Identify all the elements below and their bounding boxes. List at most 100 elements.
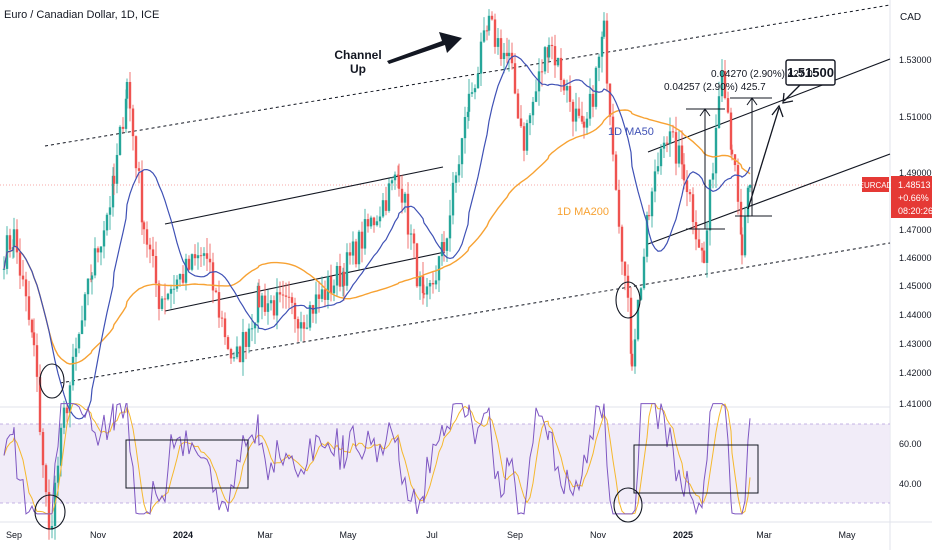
candle-body [743, 216, 747, 256]
candle-body [522, 126, 526, 151]
candle-body [608, 83, 612, 117]
candle-body [148, 244, 152, 250]
candle-body [163, 298, 167, 300]
candle-body [650, 191, 654, 217]
candle-body [80, 320, 84, 335]
candle-body [314, 294, 318, 314]
candle-body [250, 328, 254, 330]
candle-body [27, 296, 31, 320]
low-circle-1[interactable] [39, 363, 65, 399]
candle-body [190, 254, 194, 270]
rsi-circle-1[interactable] [34, 494, 66, 530]
candle-body [293, 302, 297, 320]
candle-body [71, 356, 75, 386]
candle-body [299, 322, 303, 329]
target-pointer-icon [782, 92, 794, 104]
candle-body [375, 221, 379, 226]
candle-body [369, 217, 373, 227]
candle-body [232, 357, 236, 359]
candle-body [662, 142, 666, 149]
candle-body [516, 93, 520, 119]
candle-body [736, 165, 740, 202]
low-circle-2[interactable] [615, 281, 641, 319]
candle-body [415, 243, 419, 287]
price-tick-label: 1.45000 [899, 281, 932, 291]
time-tick-label: Mar [756, 530, 772, 540]
candle-body [702, 250, 706, 263]
candle-body [647, 215, 651, 217]
candle-body [397, 176, 401, 189]
candle-body [682, 164, 686, 181]
candle-body [108, 207, 112, 215]
candle-body [691, 194, 695, 223]
candle-body [406, 193, 410, 235]
candle-body [460, 138, 464, 165]
candle-body [381, 200, 385, 217]
candle-body [244, 332, 248, 347]
rsi-tick-label: 40.00 [899, 479, 922, 489]
rsi-circle-2[interactable] [613, 487, 643, 523]
candle-body [77, 334, 81, 349]
candle-body [178, 273, 182, 280]
rsi-scale[interactable]: 60.00 40.00 [899, 439, 922, 489]
candle-body [700, 247, 704, 251]
inner-channel-top[interactable] [164, 166, 444, 225]
candle-body [730, 149, 734, 155]
candle-body [257, 285, 261, 308]
target-callout-box[interactable] [785, 59, 836, 86]
time-axis[interactable]: Sep Nov 2024 Mar May Jul Sep Nov 2025 Mar May [6, 530, 856, 540]
candle-body [726, 98, 730, 113]
candle-body [636, 299, 640, 340]
outer-channel-bottom[interactable] [59, 242, 891, 384]
candle-body [166, 293, 170, 300]
candle-body [476, 73, 480, 89]
candle-body [525, 123, 529, 151]
rsi-box-1[interactable] [125, 439, 249, 489]
price-tick-label: 1.43000 [899, 339, 932, 349]
candle-body [272, 300, 276, 316]
candle-body [505, 52, 509, 57]
candle-body [387, 183, 391, 211]
candle-body [390, 180, 394, 184]
outer-channel-top[interactable] [44, 4, 891, 147]
candle-body [571, 101, 575, 122]
candle-body [287, 296, 291, 298]
candle-body [496, 38, 500, 47]
candle-body [556, 57, 560, 66]
candle-body [746, 187, 750, 217]
inner-channel-bottom[interactable] [164, 251, 446, 312]
candle-body [142, 222, 146, 230]
candle-body [688, 192, 692, 195]
candle-body [740, 234, 744, 256]
candle-body [502, 52, 506, 60]
candle-body [479, 41, 483, 74]
rsi-tick-label: 60.00 [899, 439, 922, 449]
price-tick-label: 1.51000 [899, 112, 932, 122]
candle-body [211, 262, 215, 291]
candle-body [111, 175, 115, 208]
candle-body [305, 327, 309, 329]
candle-body [124, 98, 128, 129]
candle-body [2, 268, 6, 270]
price-badge-change: +0.66% [898, 193, 929, 203]
candle-body [685, 180, 689, 193]
candle-body [220, 317, 224, 319]
candle-body [24, 279, 28, 297]
candle-body [345, 252, 349, 286]
current-channel-top[interactable] [647, 58, 891, 153]
candle-body [296, 319, 300, 329]
candle-body [235, 346, 239, 358]
time-tick-label: 2024 [173, 530, 193, 540]
measure-2-arrow-icon [746, 97, 758, 106]
projection-arrow-line[interactable] [747, 107, 780, 210]
candle-body [44, 465, 48, 493]
rsi-box-2[interactable] [633, 444, 759, 494]
price-scale[interactable]: 1.53000 1.51000 1.49000 1.47000 1.46000 1.450… [899, 55, 932, 409]
candle-body [457, 164, 461, 176]
candle-body [694, 222, 698, 240]
candle-body [574, 108, 578, 122]
candle-body [12, 229, 16, 248]
candle-body [226, 337, 230, 350]
candle-body [499, 38, 503, 60]
